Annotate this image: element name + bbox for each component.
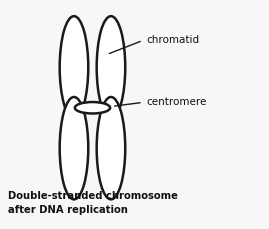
Text: centromere: centromere [146, 97, 207, 107]
Ellipse shape [97, 97, 125, 199]
Text: Double-stranded chromosome
after DNA replication: Double-stranded chromosome after DNA rep… [8, 191, 178, 215]
Ellipse shape [75, 102, 110, 114]
Ellipse shape [60, 16, 88, 119]
Text: chromatid: chromatid [146, 35, 199, 45]
Ellipse shape [97, 16, 125, 119]
Ellipse shape [60, 97, 88, 199]
